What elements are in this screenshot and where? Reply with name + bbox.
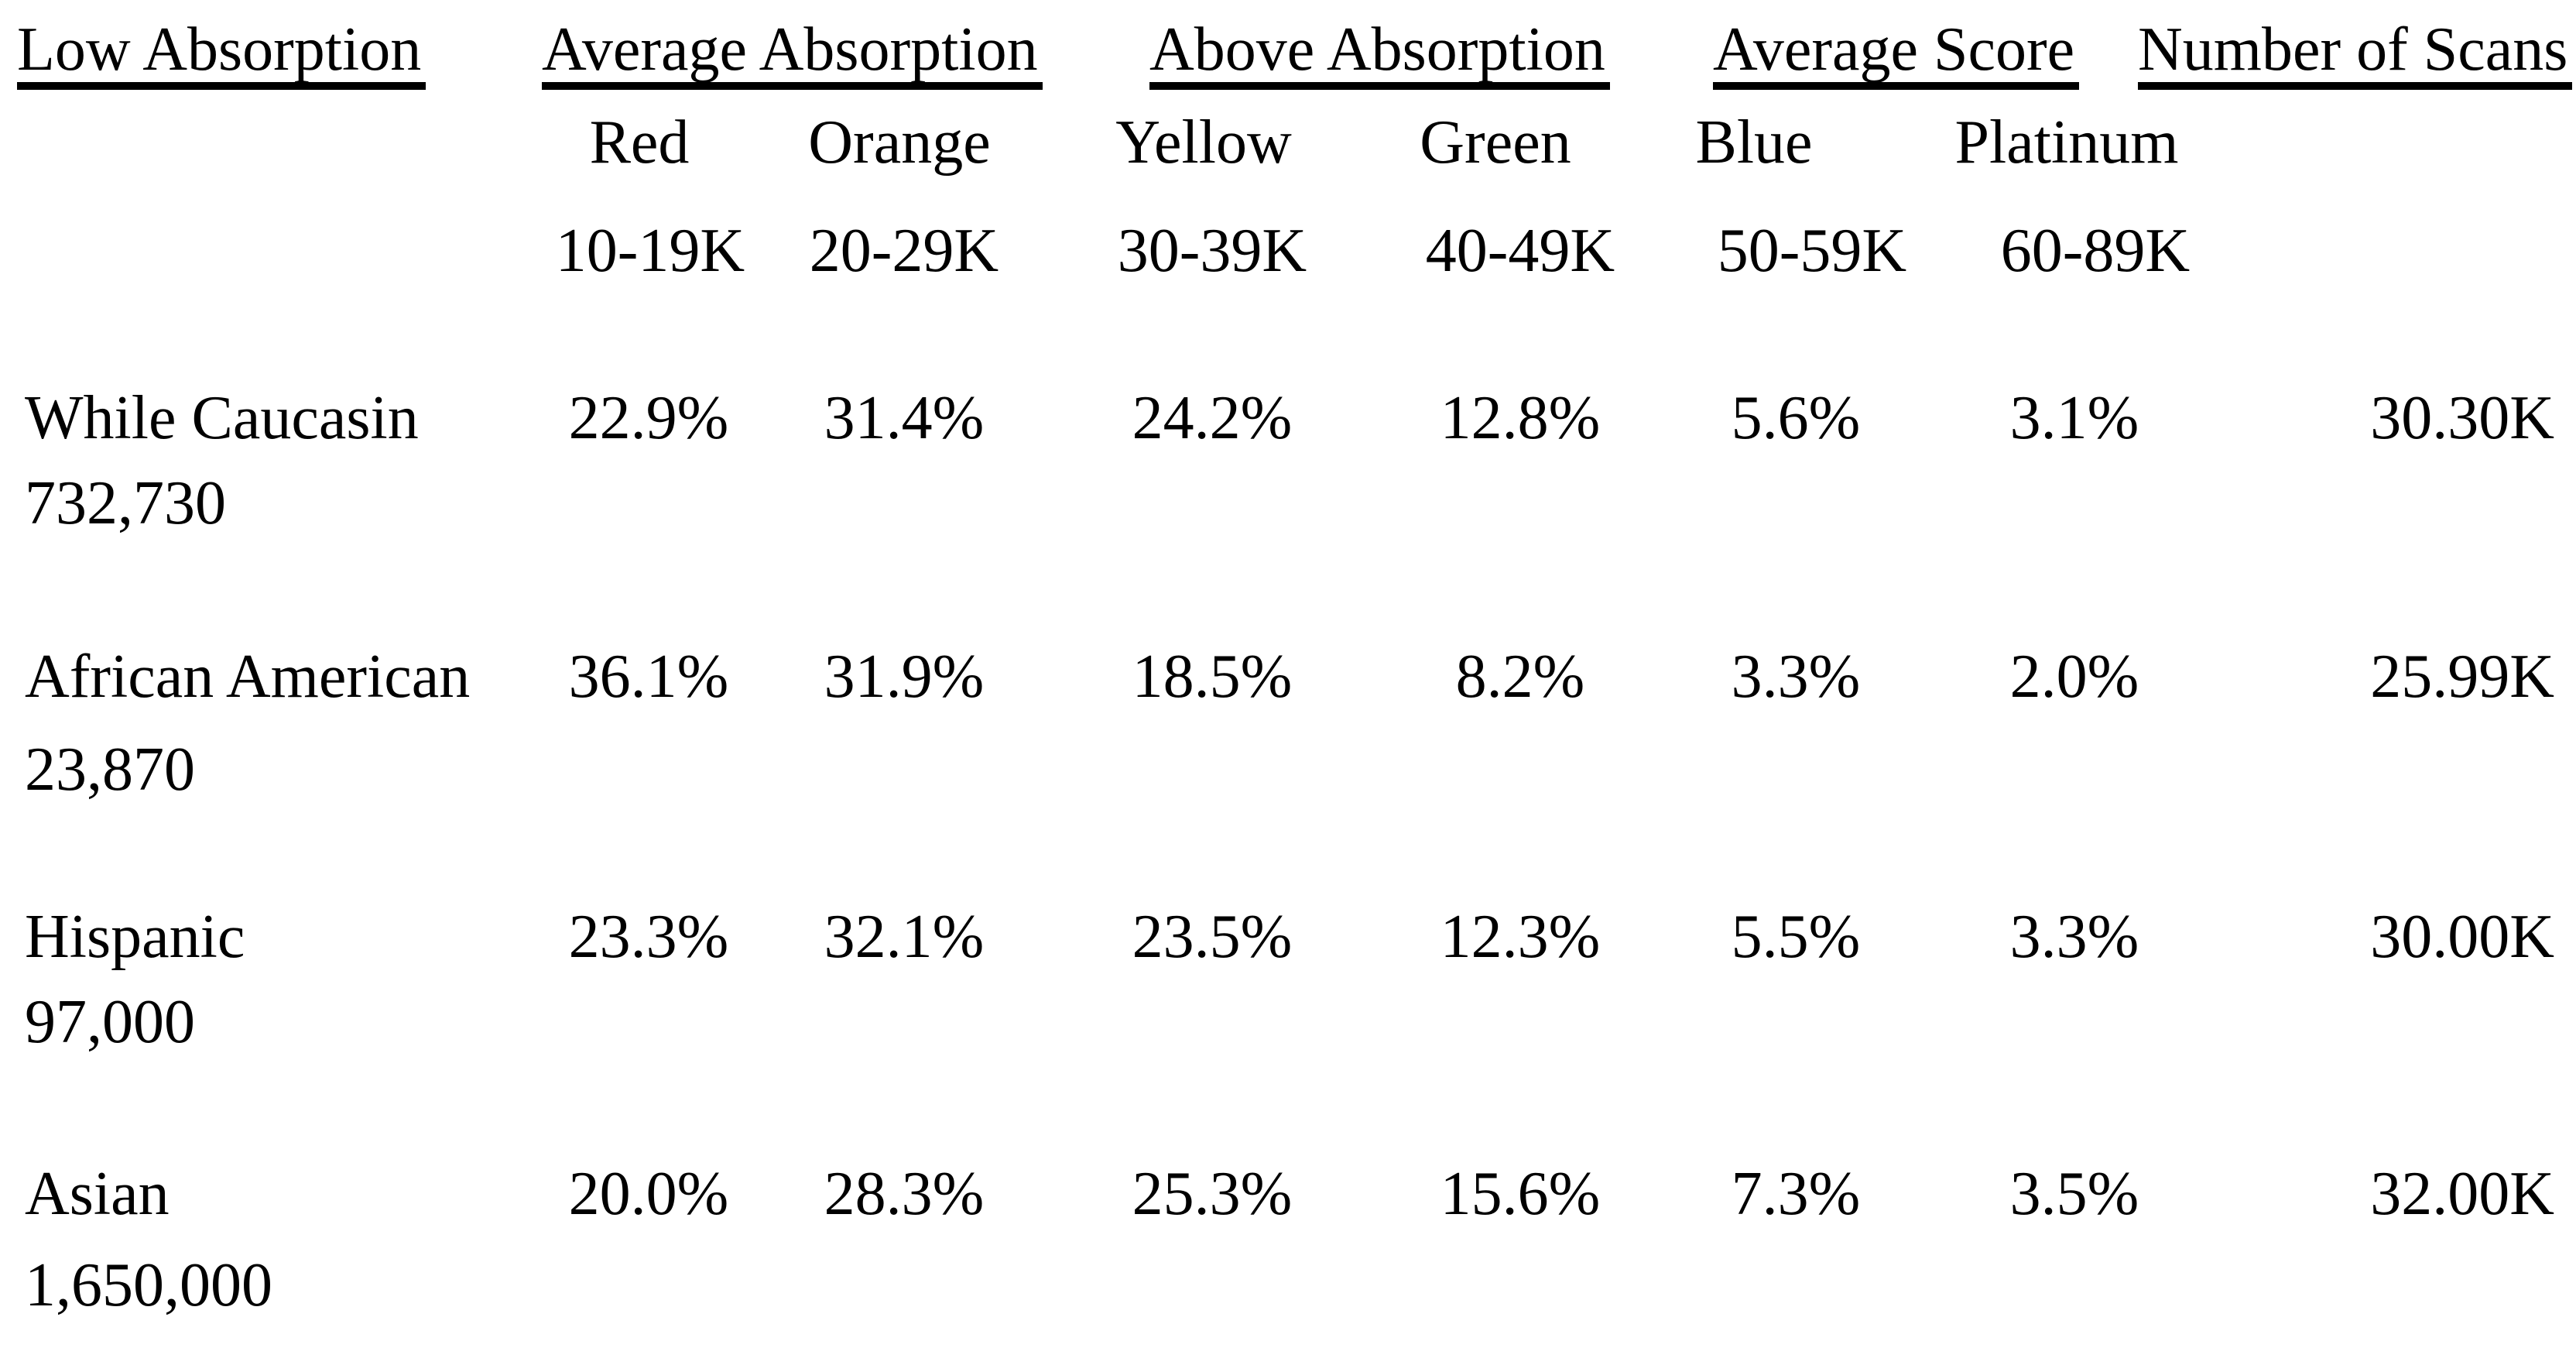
color-tier-yellow: Yellow [1115,108,1292,177]
score-range-row: 10-19K 20-29K 30-39K 40-49K 50-59K 60-89… [0,218,2576,304]
section-header-average-absorption: Average Absorption [542,17,1043,90]
percent-value: 28.3% [824,1160,985,1228]
percent-value: 20.0% [568,1160,729,1228]
percent-value: 3.3% [1731,643,1861,711]
section-header-row: Low Absorption Average Absorption Above … [0,17,2576,102]
color-tier-row: Red Orange Yellow Green Blue Platinum [0,110,2576,195]
row-population: 23,870 [25,736,195,804]
color-tier-platinum: Platinum [1954,108,2179,177]
score-range-60-89k: 60-89K [2000,217,2191,285]
percent-value: 12.3% [1440,903,1601,971]
table-row: While Caucasin 22.9% 31.4% 24.2% 12.8% 5… [0,386,2576,471]
color-tier-orange: Orange [808,108,991,177]
section-header-above-absorption: Above Absorption [1149,17,1610,90]
section-header-number-of-scans: Number of Scans [2138,17,2573,90]
row-population: 97,000 [25,988,195,1056]
population-row: 23,870 [0,737,2576,822]
percent-value: 15.6% [1440,1160,1601,1228]
percent-value: 22.9% [568,384,729,452]
score-range-20-29k: 20-29K [809,217,999,285]
percent-value: 31.4% [824,384,985,452]
percent-value: 3.3% [2009,903,2139,971]
percent-value: 12.8% [1440,384,1601,452]
percent-value: 24.2% [1132,384,1293,452]
scans-value: 25.99K [2370,643,2554,711]
percent-value: 8.2% [1455,643,1585,711]
percent-value: 23.3% [568,903,729,971]
row-group-label: While Caucasin [25,384,419,452]
score-range-30-39k: 30-39K [1117,217,1307,285]
section-header-average-score: Average Score [1713,17,2080,90]
percent-value: 2.0% [2009,643,2139,711]
percent-value: 31.9% [824,643,985,711]
percent-value: 7.3% [1731,1160,1861,1228]
scans-value: 30.00K [2370,903,2554,971]
percent-value: 5.5% [1731,903,1861,971]
population-row: 732,730 [0,471,2576,556]
percent-value: 3.1% [2009,384,2139,452]
color-tier-red: Red [589,108,690,177]
table-row: Asian 20.0% 28.3% 25.3% 15.6% 7.3% 3.5% … [0,1161,2576,1247]
scans-value: 32.00K [2370,1160,2554,1228]
color-tier-green: Green [1420,108,1571,177]
table-row: Hispanic 23.3% 32.1% 23.5% 12.3% 5.5% 3.… [0,904,2576,990]
row-population: 1,650,000 [25,1251,272,1319]
percent-value: 5.6% [1731,384,1861,452]
score-range-50-59k: 50-59K [1717,217,1907,285]
row-population: 732,730 [25,469,226,537]
percent-value: 3.5% [2009,1160,2139,1228]
section-header-low-absorption: Low Absorption [17,17,426,90]
row-group-label: African American [25,643,471,711]
color-tier-blue: Blue [1695,108,1813,177]
percent-value: 25.3% [1132,1160,1293,1228]
table-row: African American 36.1% 31.9% 18.5% 8.2% … [0,644,2576,729]
percent-value: 23.5% [1132,903,1293,971]
percent-value: 36.1% [568,643,729,711]
percent-value: 32.1% [824,903,985,971]
population-row: 1,650,000 [0,1253,2576,1338]
percent-value: 18.5% [1132,643,1293,711]
population-row: 97,000 [0,990,2576,1075]
scans-value: 30.30K [2370,384,2554,452]
score-range-40-49k: 40-49K [1425,217,1615,285]
row-group-label: Hispanic [25,903,245,971]
score-range-10-19k: 10-19K [555,217,745,285]
row-group-label: Asian [25,1160,170,1228]
